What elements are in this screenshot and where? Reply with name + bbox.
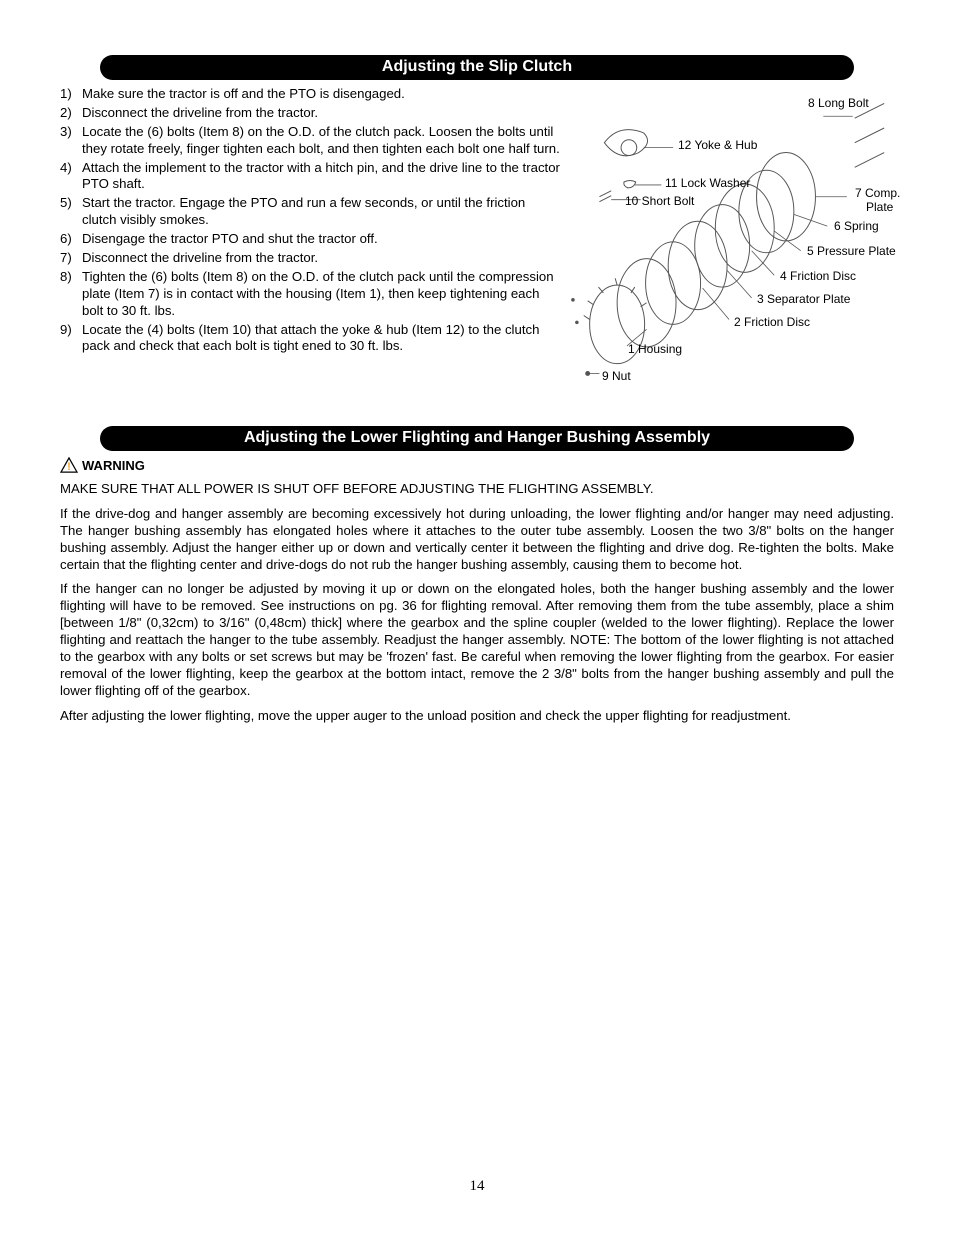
step-text: Locate the (6) bolts (Item 8) on the O.D… xyxy=(82,124,560,158)
label-nut: 9 Nut xyxy=(602,369,631,383)
step-row: 4)Attach the implement to the tractor wi… xyxy=(60,160,560,194)
step-number: 4) xyxy=(60,160,82,194)
step-text: Attach the implement to the tractor with… xyxy=(82,160,560,194)
page-number: 14 xyxy=(0,1178,954,1195)
step-row: 8)Tighten the (6) bolts (Item 8) on the … xyxy=(60,269,560,320)
step-text: Make sure the tractor is off and the PTO… xyxy=(82,86,560,103)
slip-clutch-steps: 1)Make sure the tractor is off and the P… xyxy=(60,86,560,357)
step-text: Disconnect the driveline from the tracto… xyxy=(82,105,560,122)
step-row: 7)Disconnect the driveline from the trac… xyxy=(60,250,560,267)
label-short-bolt: 10 Short Bolt xyxy=(625,194,694,208)
label-pressure-plate: 5 Pressure Plate xyxy=(807,244,896,258)
step-row: 2)Disconnect the driveline from the trac… xyxy=(60,105,560,122)
step-number: 1) xyxy=(60,86,82,103)
label-yoke-hub: 12 Yoke & Hub xyxy=(678,138,757,152)
step-text: Tighten the (6) bolts (Item 8) on the O.… xyxy=(82,269,560,320)
step-text: Disengage the tractor PTO and shut the t… xyxy=(82,231,560,248)
step-row: 1)Make sure the tractor is off and the P… xyxy=(60,86,560,103)
step-row: 3)Locate the (6) bolts (Item 8) on the O… xyxy=(60,124,560,158)
label-friction-disc-2: 2 Friction Disc xyxy=(734,315,810,329)
label-separator-plate: 3 Separator Plate xyxy=(757,292,850,306)
step-number: 7) xyxy=(60,250,82,267)
label-long-bolt: 8 Long Bolt xyxy=(808,96,869,110)
label-spring: 6 Spring xyxy=(834,219,879,233)
svg-text:!: ! xyxy=(67,461,71,473)
step-text: Start the tractor. Engage the PTO and ru… xyxy=(82,195,560,229)
step-text: Disconnect the driveline from the tracto… xyxy=(82,250,560,267)
step-row: 9)Locate the (4) bolts (Item 10) that at… xyxy=(60,322,560,356)
warning-label: WARNING xyxy=(82,458,145,473)
flighting-paragraph: After adjusting the lower flighting, mov… xyxy=(60,708,894,725)
step-number: 6) xyxy=(60,231,82,248)
step-number: 3) xyxy=(60,124,82,158)
clutch-diagram: 8 Long Bolt 12 Yoke & Hub 11 Lock Washer… xyxy=(570,86,894,386)
flighting-paragraph: If the drive-dog and hanger assembly are… xyxy=(60,506,894,574)
label-comp-plate-b: Plate xyxy=(866,200,893,214)
flighting-body: MAKE SURE THAT ALL POWER IS SHUT OFF BEF… xyxy=(60,481,894,725)
section-title-flighting: Adjusting the Lower Flighting and Hanger… xyxy=(100,426,854,451)
step-text: Locate the (4) bolts (Item 10) that atta… xyxy=(82,322,560,356)
step-row: 6)Disengage the tractor PTO and shut the… xyxy=(60,231,560,248)
label-lock-washer: 11 Lock Washer xyxy=(665,176,750,190)
step-number: 9) xyxy=(60,322,82,356)
label-friction-disc-4: 4 Friction Disc xyxy=(780,269,856,283)
slip-clutch-block: 1)Make sure the tractor is off and the P… xyxy=(60,86,894,386)
page: Adjusting the Slip Clutch 1)Make sure th… xyxy=(0,0,954,1235)
flighting-paragraph: If the hanger can no longer be adjusted … xyxy=(60,581,894,699)
warning-text: MAKE SURE THAT ALL POWER IS SHUT OFF BEF… xyxy=(60,481,894,498)
warning-icon: ! xyxy=(60,457,78,473)
section-title-slip-clutch: Adjusting the Slip Clutch xyxy=(100,55,854,80)
step-number: 8) xyxy=(60,269,82,320)
step-number: 2) xyxy=(60,105,82,122)
step-number: 5) xyxy=(60,195,82,229)
label-comp-plate-a: 7 Comp. xyxy=(855,186,900,200)
warning-row: ! WARNING xyxy=(60,457,894,473)
step-row: 5)Start the tractor. Engage the PTO and … xyxy=(60,195,560,229)
clutch-diagram-svg xyxy=(570,86,894,386)
label-housing: 1 Housing xyxy=(628,342,682,356)
